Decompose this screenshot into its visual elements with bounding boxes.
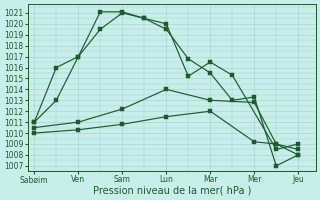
X-axis label: Pression niveau de la mer( hPa ): Pression niveau de la mer( hPa ) <box>92 186 251 196</box>
